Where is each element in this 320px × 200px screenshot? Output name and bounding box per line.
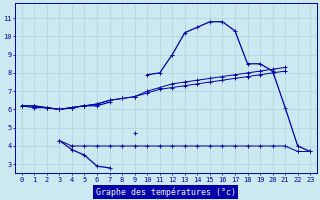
X-axis label: Graphe des températures (°c): Graphe des températures (°c) — [96, 187, 236, 197]
